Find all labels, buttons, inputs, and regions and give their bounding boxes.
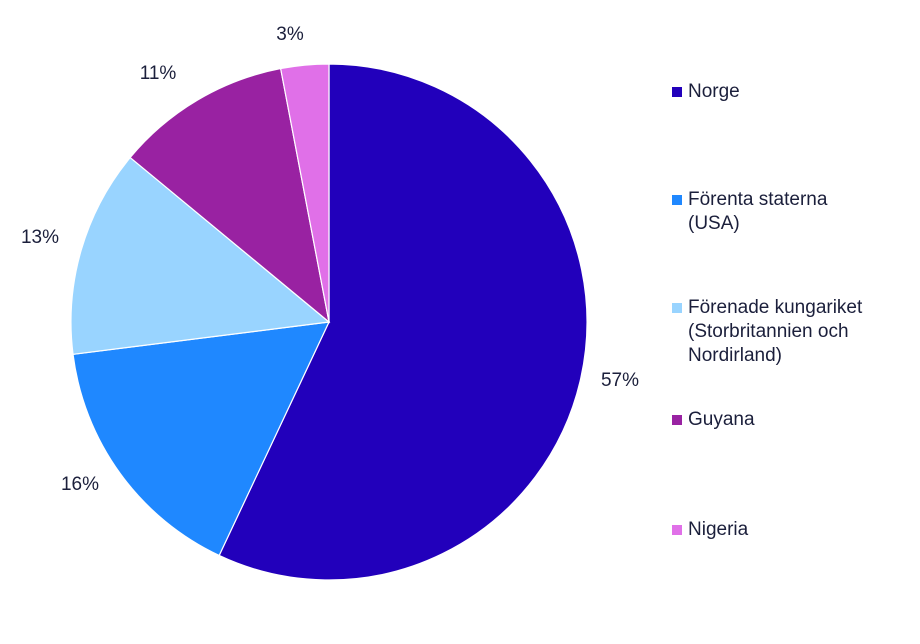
data-label-förenade: 13% (21, 227, 59, 248)
legend-label: Norge (688, 81, 740, 102)
legend-label: Förenade kungariket (Storbritannien och No… (688, 297, 863, 366)
data-label-förenta: 16% (61, 474, 99, 495)
pie-slices (70, 63, 588, 581)
pie-labels: 57% 16% 13% 11% 3% (21, 24, 639, 495)
pie-slice-nigeria (279, 63, 330, 323)
pie-slice-norge (218, 63, 588, 581)
legend-label: Nigeria (688, 519, 749, 540)
legend-item-förenade: Förenade kungariket (Storbritannien och No… (672, 296, 902, 368)
data-label-nigeria: 3% (276, 24, 304, 45)
legend-label: Förenta staterna (USA) (688, 189, 828, 234)
legend-item-norge: Norge (672, 80, 902, 104)
legend: Norge Förenta staterna (USA) Förenade kunga… (672, 0, 912, 644)
legend-item-guyana: Guyana (672, 408, 902, 432)
pie-slice-guyana (129, 67, 330, 324)
legend-swatch (672, 195, 682, 205)
legend-item-nigeria: Nigeria (672, 518, 902, 542)
legend-swatch (672, 415, 682, 425)
pie-slice-förenta (72, 321, 331, 557)
pie-chart: 57% 16% 13% 11% 3% (21, 24, 639, 581)
pie-slice-förenade (70, 156, 331, 356)
legend-label: Guyana (688, 409, 755, 430)
legend-item-förenta: Förenta staterna (USA) (672, 188, 902, 236)
data-label-norge: 57% (601, 370, 639, 391)
legend-swatch (672, 87, 682, 97)
data-label-guyana: 11% (140, 63, 177, 84)
legend-swatch (672, 525, 682, 535)
legend-swatch (672, 303, 682, 313)
